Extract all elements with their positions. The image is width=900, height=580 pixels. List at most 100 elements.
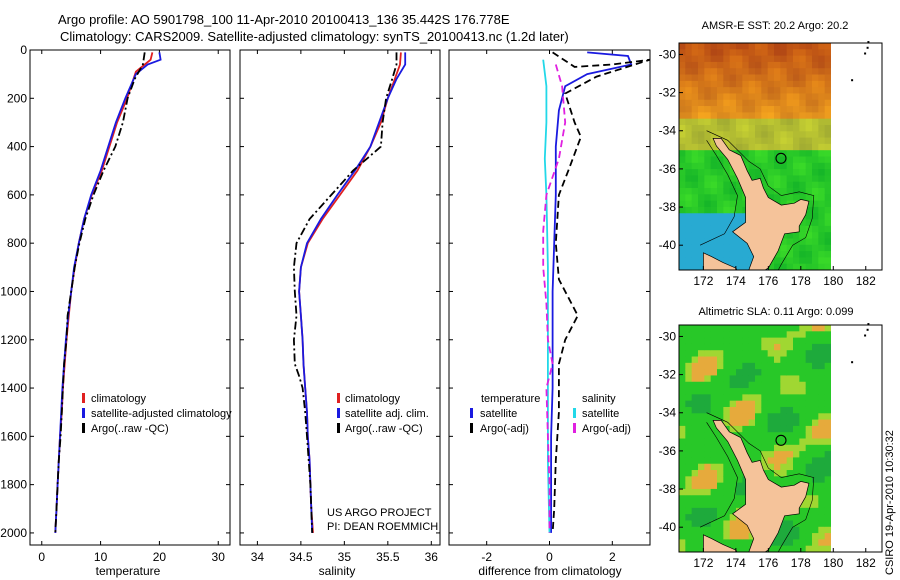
y-tick-label: 600 [7,188,27,202]
heatmap-cell [793,162,800,170]
heatmap-cell [774,150,781,157]
heatmap-cell [818,325,826,332]
heatmap-cell [786,131,794,138]
heatmap-cell [767,457,775,465]
heatmap-cell [691,451,699,458]
y-tick-label: 400 [7,140,27,154]
heatmap-cell [685,162,693,170]
heatmap-cell [767,137,775,145]
x-tick-label: 180 [823,556,843,570]
heatmap-cell [799,238,807,246]
heatmap-cell [685,356,693,364]
heatmap-cell [729,43,737,50]
heatmap-cell [786,99,794,107]
heatmap-cell [717,106,724,113]
heatmap-cell [729,55,737,63]
heatmap-cell [805,213,813,220]
y-tick-label: -38 [659,482,677,496]
heatmap-cell [799,413,807,420]
heatmap-cell [679,143,686,151]
sst-map-panel: AMSR-E SST: 20.2 Argo: 20.2 172 174 176 178… [659,20,883,288]
heatmap-cell [774,131,781,138]
heatmap-cell [742,162,750,170]
heatmap-cell [799,520,807,528]
heatmap-cell [805,162,813,170]
heatmap-cell [691,106,699,113]
heatmap-cell [812,533,819,540]
heatmap-cell [748,533,756,540]
heatmap-cell [736,181,743,189]
heatmap-cell [723,194,731,202]
heatmap-cell [755,106,762,113]
heatmap-cell [691,444,699,452]
heatmap-cell [780,112,788,120]
heatmap-cell [679,394,686,402]
heatmap-cell [710,476,718,484]
heatmap-cell [824,438,831,446]
heatmap-cell [805,68,813,75]
heatmap-cell [793,169,800,176]
heatmap-cell [723,501,731,509]
heatmap-cell [824,482,831,490]
heatmap-cell [805,55,813,63]
heatmap-cell [799,406,807,414]
heatmap-cell [742,388,750,395]
heatmap-cell [799,337,807,345]
heatmap-cell [774,369,781,376]
heatmap-cell [793,545,800,552]
heatmap-cell [736,369,743,376]
heatmap-cell [685,206,693,214]
y-tick-label: 1000 [0,284,27,298]
heatmap-cell [818,200,826,208]
heatmap-cell [812,457,819,465]
heatmap-cell [774,49,781,57]
x-tick-label: 36 [425,550,439,564]
heatmap-cell [780,419,788,427]
heatmap-cell [799,263,807,270]
heatmap-cell [805,325,813,332]
heatmap-cell [736,362,743,370]
heatmap-cell [793,74,800,82]
heatmap-cell [767,93,775,101]
heatmap-cell [824,507,831,515]
heatmap-cell [736,213,743,220]
heatmap-cell [679,432,686,439]
heatmap-cell [799,137,807,145]
heatmap-cell [742,137,750,145]
heatmap-cell [755,362,762,370]
heatmap-cell [805,238,813,246]
heatmap-cell [679,425,686,433]
heatmap-cell [793,343,800,351]
heatmap-cell [736,488,743,496]
heatmap-cell [679,325,686,332]
heatmap-cell [723,406,731,414]
heatmap-cell [767,394,775,402]
heatmap-cell [748,457,756,465]
heatmap-cell [786,381,794,389]
heatmap-cell [685,232,693,239]
y-tick-label: -32 [659,86,677,100]
heatmap-cell [824,495,831,502]
heatmap-cell [729,501,737,509]
heatmap-cell [691,162,699,170]
x-tick-label: 34.5 [289,550,313,564]
heatmap-cell [729,343,737,351]
heatmap-cell [812,444,819,452]
heatmap-cell [685,106,693,113]
heatmap-cell [793,43,800,50]
heatmap-cell [698,432,705,439]
heatmap-cell [691,257,699,265]
heatmap-cell [723,137,731,145]
heatmap-cell [761,413,769,420]
heatmap-cell [774,87,781,94]
heatmap-cell [755,406,762,414]
heatmap-cell [780,188,788,195]
heatmap-cell [824,55,831,63]
heatmap-cell [793,137,800,145]
heatmap-cell [786,257,794,265]
heatmap-cell [780,131,788,138]
heatmap-cell [717,99,724,107]
heatmap-cell [774,457,781,465]
heatmap-cell [729,356,737,364]
